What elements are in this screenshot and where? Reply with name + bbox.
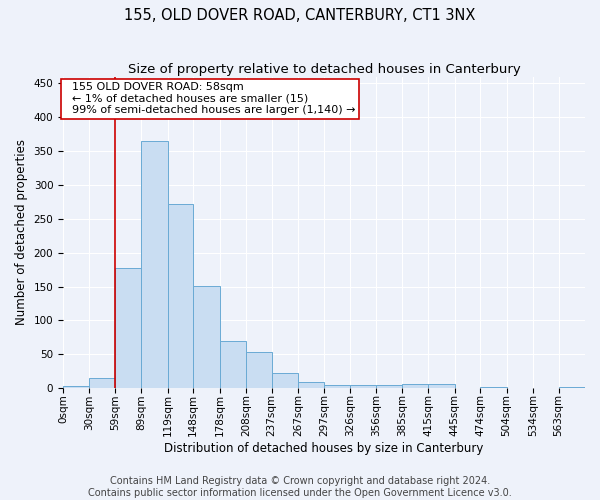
Bar <box>246 352 272 388</box>
Bar <box>298 382 325 388</box>
Bar <box>428 384 455 388</box>
Y-axis label: Number of detached properties: Number of detached properties <box>15 140 28 326</box>
Bar <box>559 386 585 388</box>
Text: 155, OLD DOVER ROAD, CANTERBURY, CT1 3NX: 155, OLD DOVER ROAD, CANTERBURY, CT1 3NX <box>124 8 476 22</box>
Bar <box>480 386 506 388</box>
Bar <box>350 384 376 388</box>
Bar <box>325 384 350 388</box>
Bar <box>115 268 142 388</box>
Bar <box>168 204 193 388</box>
Bar <box>63 386 89 388</box>
X-axis label: Distribution of detached houses by size in Canterbury: Distribution of detached houses by size … <box>164 442 484 455</box>
Bar <box>89 378 115 388</box>
Title: Size of property relative to detached houses in Canterbury: Size of property relative to detached ho… <box>128 62 520 76</box>
Bar <box>142 141 168 388</box>
Text: 155 OLD DOVER ROAD: 58sqm
  ← 1% of detached houses are smaller (15)
  99% of se: 155 OLD DOVER ROAD: 58sqm ← 1% of detach… <box>65 82 355 116</box>
Bar <box>402 384 428 388</box>
Bar <box>220 340 246 388</box>
Bar <box>272 373 298 388</box>
Bar <box>193 286 220 388</box>
Text: Contains HM Land Registry data © Crown copyright and database right 2024.
Contai: Contains HM Land Registry data © Crown c… <box>88 476 512 498</box>
Bar <box>376 384 402 388</box>
